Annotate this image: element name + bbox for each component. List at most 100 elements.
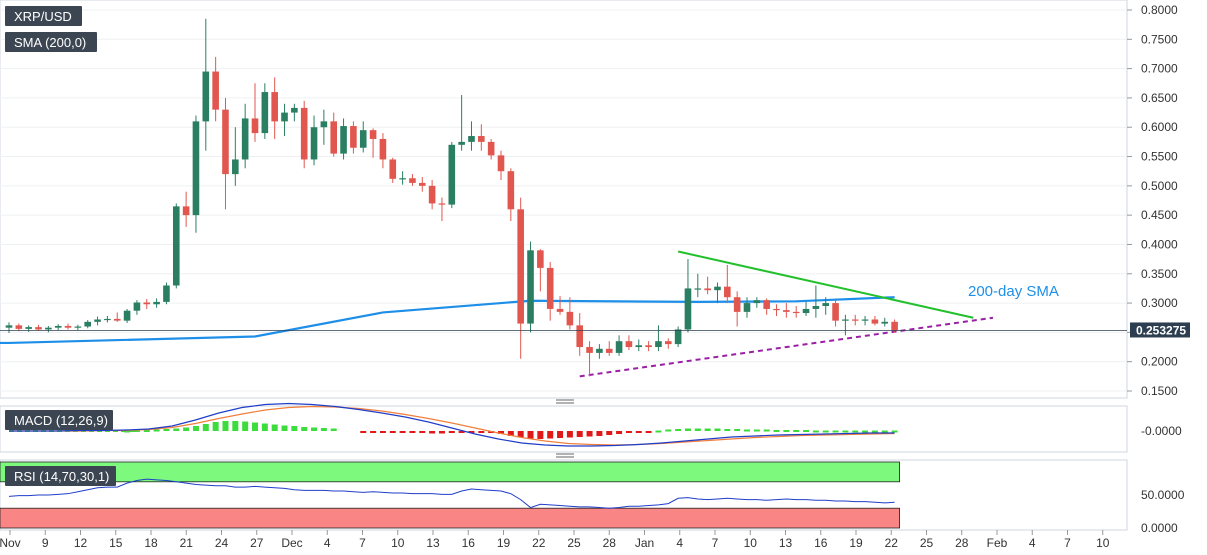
panel-splitter-1[interactable] — [556, 399, 574, 404]
candle — [507, 168, 515, 222]
candle-body — [537, 250, 544, 268]
macd-histogram-bar — [862, 430, 869, 433]
macd-histogram-bar — [596, 431, 603, 436]
price-tick-label: 0.4500 — [1141, 208, 1178, 222]
macd-histogram-bar — [163, 429, 170, 431]
candle-body — [340, 126, 347, 154]
candle-body — [605, 348, 613, 353]
candle — [369, 128, 377, 158]
candlesticks — [5, 18, 898, 377]
candle — [871, 315, 879, 326]
candle-body — [15, 325, 23, 329]
candle-body — [222, 109, 229, 175]
macd-panel[interactable] — [0, 405, 1128, 453]
price-tick-label: 0.2000 — [1141, 355, 1178, 369]
candle-body — [399, 178, 406, 180]
time-tick-label: 7 — [359, 536, 366, 550]
candle-body — [851, 319, 859, 321]
time-tick-label: 16 — [814, 536, 828, 550]
candle — [537, 249, 544, 292]
candle-body — [753, 300, 761, 304]
macd-histogram-bar — [871, 430, 878, 433]
candle-body — [64, 325, 72, 328]
candle-body — [842, 319, 849, 321]
candle-body — [763, 300, 770, 309]
price-panel[interactable] — [0, 0, 1128, 399]
candle — [773, 304, 780, 316]
macd-histogram-bar — [448, 431, 455, 433]
macd-histogram-bar — [517, 431, 524, 438]
macd-histogram-bar — [881, 430, 888, 433]
candle-body — [438, 203, 446, 205]
candle-body — [350, 126, 357, 148]
time-tick-label: Jan — [635, 536, 654, 550]
macd-histogram-bar — [173, 428, 180, 431]
candle-body — [232, 159, 239, 175]
candle-body — [625, 341, 633, 348]
sma-indicator-label[interactable]: SMA (200,0) — [5, 32, 97, 52]
rsi-label[interactable]: RSI (14,70,30,1) — [5, 466, 116, 486]
time-tick-label: 22 — [532, 536, 546, 550]
macd-histogram-bar — [753, 429, 760, 432]
candle — [487, 138, 495, 160]
current-price-text: 0.253275 — [1136, 323, 1186, 337]
macd-histogram-bar — [724, 429, 731, 431]
candle — [222, 97, 229, 210]
candle — [655, 325, 662, 352]
macd-histogram-bar — [537, 431, 544, 439]
candle — [320, 109, 328, 145]
candle — [133, 300, 141, 315]
candle-body — [35, 327, 42, 330]
panel-splitter-2[interactable] — [556, 453, 574, 458]
candle — [330, 112, 338, 157]
candle-body — [487, 141, 495, 156]
macd-histogram-bar — [419, 431, 426, 433]
candle-body — [409, 178, 416, 183]
candle-body — [418, 182, 426, 186]
macd-histogram-bar — [606, 431, 613, 435]
candle — [15, 323, 23, 332]
macd-histogram-bar — [586, 431, 593, 437]
price-tick-label: 0.4000 — [1141, 237, 1178, 251]
candle — [241, 103, 249, 169]
rsi-chart — [0, 461, 900, 529]
macd-label[interactable]: MACD (12,26,9) — [5, 410, 113, 430]
macd-histogram-bar — [320, 428, 327, 431]
macd-histogram-bar — [330, 428, 337, 431]
candle — [645, 341, 652, 352]
price-tick-label: 0.8000 — [1141, 3, 1178, 17]
macd-histogram-bar — [803, 430, 810, 432]
candle-body — [359, 130, 367, 148]
time-tick-label: 10 — [391, 536, 405, 550]
macd-histogram-bar — [684, 428, 691, 431]
candle — [281, 103, 288, 137]
candle-body — [773, 308, 780, 311]
time-tick-label: Nov — [0, 536, 21, 550]
candle-body — [182, 206, 190, 216]
candle — [399, 171, 406, 185]
candle-body — [310, 127, 318, 160]
macd-histogram-bar — [232, 421, 239, 431]
candle-body — [330, 121, 338, 154]
rsi-line — [8, 478, 895, 509]
macd-histogram-bar — [645, 431, 652, 433]
candle-body — [192, 121, 200, 216]
candle — [448, 141, 456, 209]
candle-body — [478, 136, 485, 142]
macd-histogram-bar — [773, 430, 780, 432]
time-tick-label: 25 — [920, 536, 934, 550]
candle — [615, 335, 623, 356]
candle-body — [379, 138, 387, 160]
candle — [5, 322, 13, 333]
candle-body — [133, 302, 141, 311]
candle — [212, 56, 219, 122]
symbol-label[interactable]: XRP/USD — [5, 6, 82, 26]
candle — [379, 133, 387, 169]
candle — [310, 115, 318, 166]
candle-body — [212, 71, 219, 110]
candle — [291, 103, 298, 122]
candle — [74, 324, 82, 331]
macd-histogram-bar — [311, 427, 318, 431]
price-tick-label: 0.1500 — [1141, 384, 1178, 398]
macd-histogram-bar — [360, 431, 367, 433]
